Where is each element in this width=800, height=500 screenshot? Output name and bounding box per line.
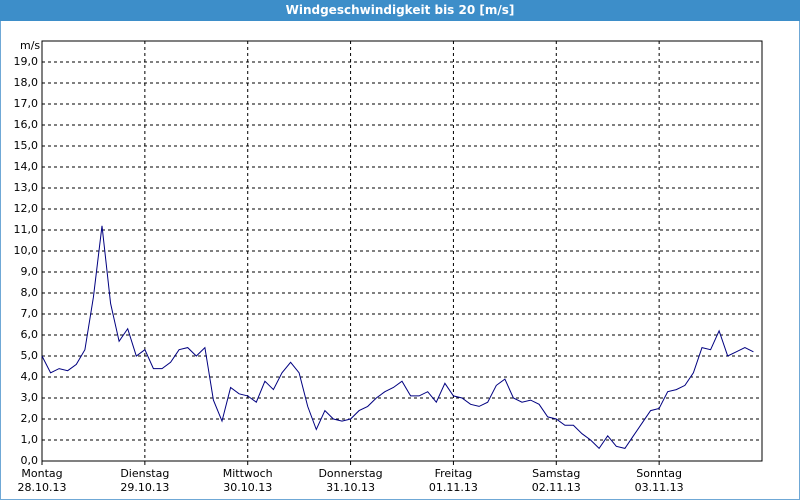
chart-title: Windgeschwindigkeit bis 20 [m/s] — [0, 0, 800, 21]
y-tick-label: 1,0 — [21, 433, 39, 446]
x-tick-label: Mittwoch 30.10.13 — [222, 467, 273, 494]
y-tick-label: 15,0 — [14, 139, 39, 152]
y-tick-label: 11,0 — [14, 223, 39, 236]
y-tick-label: 18,0 — [14, 76, 39, 89]
y-tick-label: 2,0 — [21, 412, 39, 425]
x-tick-label: Montag 28.10.13 — [17, 467, 67, 494]
y-tick-label: 7,0 — [21, 307, 39, 320]
y-tick-label: 4,0 — [21, 370, 39, 383]
y-tick-label: 10,0 — [14, 244, 39, 257]
y-axis-label: m/s — [20, 39, 40, 52]
x-tick-label: Dienstag 29.10.13 — [120, 467, 170, 494]
x-tick-label: Sonntag 03.11.13 — [634, 467, 684, 494]
y-tick-label: 13,0 — [14, 181, 39, 194]
x-tick-label: Samstag 02.11.13 — [531, 467, 581, 494]
y-tick-label: 0,0 — [21, 454, 39, 467]
plot-border — [41, 40, 763, 462]
y-tick-label: 16,0 — [14, 118, 39, 131]
y-tick-label: 6,0 — [21, 328, 39, 341]
y-tick-label: 12,0 — [14, 202, 39, 215]
y-tick-label: 17,0 — [14, 97, 39, 110]
y-tick-label: 9,0 — [21, 265, 39, 278]
data-line — [41, 225, 754, 450]
y-tick-label: 14,0 — [14, 160, 39, 173]
y-tick-label: 8,0 — [21, 286, 39, 299]
y-tick-label: 5,0 — [21, 349, 39, 362]
x-tick-label: Donnerstag 31.10.13 — [318, 467, 383, 494]
y-tick-label: 19,0 — [14, 55, 39, 68]
y-tick-label: 3,0 — [21, 391, 39, 404]
x-tick-label: Freitag 01.11.13 — [428, 467, 478, 494]
